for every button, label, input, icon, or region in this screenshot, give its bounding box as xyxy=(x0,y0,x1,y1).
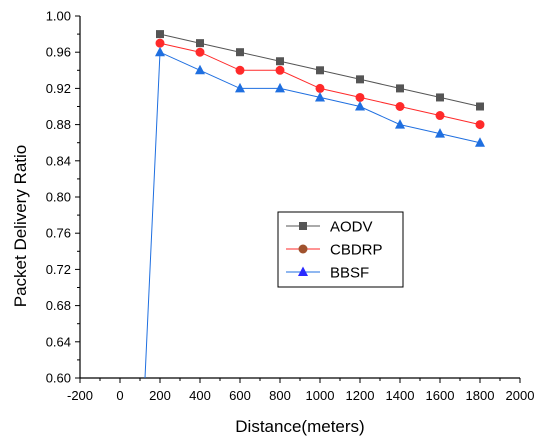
legend-marker xyxy=(299,222,307,230)
x-tick-label: 1000 xyxy=(306,388,335,403)
series-line xyxy=(144,51,481,379)
data-point xyxy=(356,75,364,84)
data-point xyxy=(355,92,365,102)
series-aodv xyxy=(156,30,484,111)
x-tick-label: 1200 xyxy=(346,388,375,403)
chart-axes: -200 0 200 400 600 800 1000 1200 1400 1600 1800 200… xyxy=(46,9,535,404)
x-axis-title: Distance(meters) xyxy=(235,417,364,436)
y-axis-title: Packet Delivery Ratio xyxy=(11,145,30,308)
data-point xyxy=(355,101,365,111)
y-tick-label: 0.60 xyxy=(46,371,71,386)
data-point xyxy=(196,39,204,48)
x-tick-label: 1800 xyxy=(466,388,495,403)
data-point xyxy=(156,30,164,39)
x-tick-label: 400 xyxy=(189,388,211,403)
data-point xyxy=(195,64,205,75)
legend-marker xyxy=(298,266,308,276)
y-tick-label: 0.76 xyxy=(46,226,71,241)
legend-marker xyxy=(298,244,308,254)
data-point xyxy=(155,38,165,48)
series-cbdrp xyxy=(155,38,485,130)
data-point xyxy=(435,128,445,138)
data-point xyxy=(396,84,404,93)
legend-label: AODV xyxy=(330,219,373,236)
data-point xyxy=(315,83,325,93)
data-point xyxy=(475,120,485,130)
x-tick-label: 800 xyxy=(269,388,291,403)
x-tick-label: 0 xyxy=(116,388,123,403)
y-tick-label: 0.88 xyxy=(46,117,71,132)
y-tick-label: 0.92 xyxy=(46,81,71,96)
legend-label: BBSF xyxy=(330,265,369,282)
data-point xyxy=(235,65,245,75)
data-point xyxy=(315,91,325,102)
data-point xyxy=(436,93,444,102)
y-tick-label: 0.80 xyxy=(46,190,71,205)
data-point xyxy=(475,137,485,147)
x-tick-label: -200 xyxy=(67,388,93,403)
x-tick-label: 2000 xyxy=(506,388,535,403)
y-tick-label: 0.68 xyxy=(46,298,71,313)
data-point xyxy=(275,65,285,75)
x-tick-label: 1600 xyxy=(426,388,455,403)
data-point xyxy=(276,57,284,66)
data-point xyxy=(275,82,285,93)
y-tick-label: 0.72 xyxy=(46,262,71,277)
data-point xyxy=(316,66,324,75)
data-point xyxy=(236,48,244,57)
y-tick-label: 0.96 xyxy=(46,45,71,60)
x-tick-label: 1400 xyxy=(386,388,415,403)
x-tick-label: 200 xyxy=(149,388,171,403)
series-bbsf xyxy=(144,46,485,379)
series-layer xyxy=(144,30,485,379)
x-tick-label: 600 xyxy=(229,388,251,403)
data-point xyxy=(395,119,405,129)
y-tick-label: 1.00 xyxy=(46,9,71,24)
chart-legend: AODV CBDRP BBSF xyxy=(277,211,404,288)
data-point xyxy=(435,111,445,121)
data-point xyxy=(155,46,165,57)
data-point xyxy=(235,82,245,93)
legend-label: CBDRP xyxy=(330,242,383,259)
data-point xyxy=(395,102,405,111)
y-tick-label: 0.84 xyxy=(46,153,71,168)
data-point xyxy=(476,102,484,111)
y-tick-label: 0.64 xyxy=(46,334,71,349)
data-point xyxy=(195,47,205,57)
